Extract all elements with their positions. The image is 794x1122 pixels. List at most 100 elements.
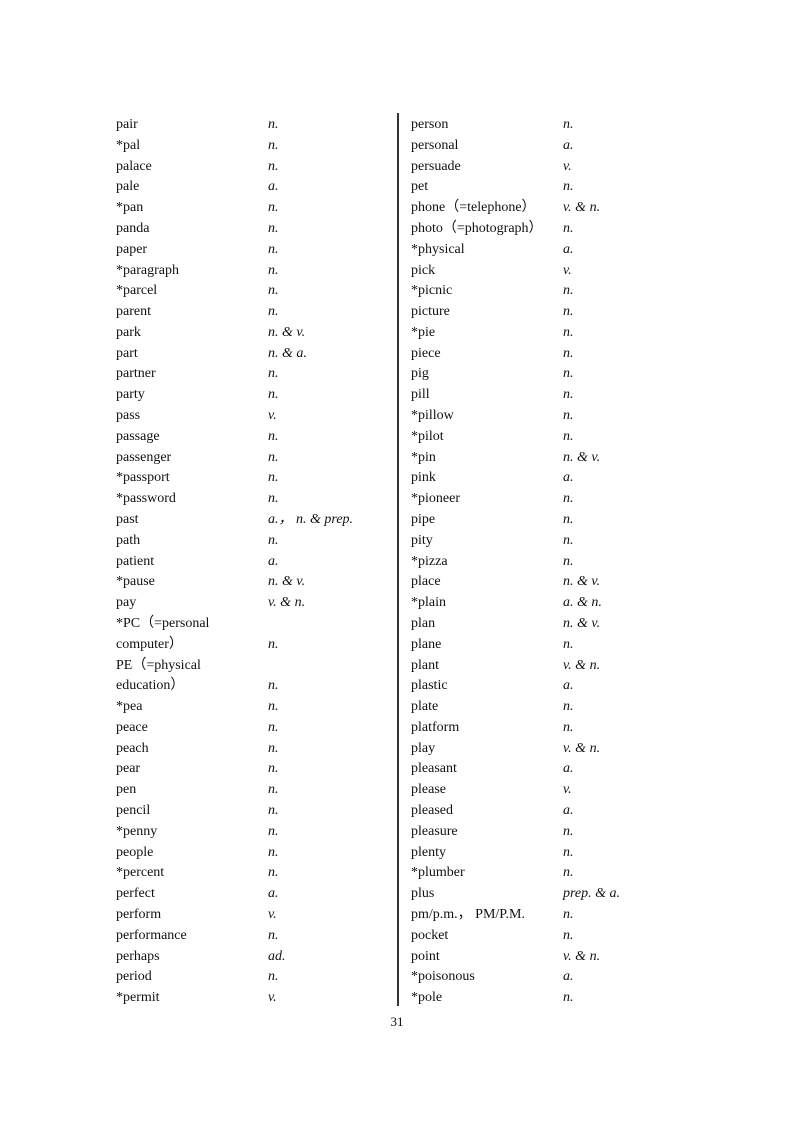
entry-part-of-speech: n.	[563, 220, 574, 236]
entry-part-of-speech: n.	[563, 823, 574, 839]
entry-part-of-speech: n.	[563, 990, 574, 1006]
entry-word: perform	[116, 907, 162, 923]
entry-word: palace	[116, 158, 152, 174]
entry-word: pet	[411, 179, 429, 195]
entry-word: person	[411, 117, 449, 132]
entry-word: peace	[116, 719, 148, 735]
entry-word: *plumber	[411, 865, 465, 881]
entry-part-of-speech: v. & n.	[268, 595, 306, 611]
entry-part-of-speech: v.	[563, 262, 572, 278]
entry-word: *picnic	[411, 283, 453, 299]
entry-part-of-speech: n.	[563, 179, 574, 195]
entry-part-of-speech: n.	[563, 927, 574, 943]
entry-word: plan	[411, 615, 436, 631]
entry-part-of-speech: n.	[268, 366, 279, 382]
entry-word: *physical	[411, 241, 465, 257]
entry-part-of-speech: n.	[563, 387, 574, 403]
entry-part-of-speech: n.	[563, 491, 574, 507]
entry-part-of-speech: n.	[268, 158, 279, 174]
entry-word: pity	[411, 532, 433, 548]
entry-part-of-speech: n.	[268, 387, 279, 403]
entry-word: *password	[116, 491, 176, 507]
entry-word: platform	[411, 719, 460, 735]
entry-part-of-speech: n.	[268, 740, 279, 756]
entry-word: *passport	[116, 470, 170, 486]
entry-part-of-speech: v.	[268, 907, 277, 923]
entry-word: *pea	[116, 699, 143, 715]
entry-part-of-speech: n.	[268, 220, 279, 236]
entry-part-of-speech: n.	[268, 428, 279, 444]
entry-word: path	[116, 532, 141, 548]
entry-word: pleased	[411, 803, 453, 819]
entry-part-of-speech: n.	[268, 844, 279, 860]
entry-word: plane	[411, 636, 442, 652]
entry-part-of-speech: n.	[563, 532, 574, 548]
entry-word: *pin	[411, 449, 436, 465]
entry-word: pen	[116, 782, 137, 798]
entry-word: pass	[116, 408, 141, 424]
entry-part-of-speech: n.	[268, 699, 279, 715]
entry-word: plastic	[411, 678, 448, 694]
entry-part-of-speech: a.， n. & prep.	[268, 512, 354, 527]
entry-word: *pause	[116, 574, 155, 590]
entry-word: *plain	[411, 595, 446, 611]
entry-word: pleasure	[411, 823, 458, 839]
entry-part-of-speech: n.	[268, 636, 279, 652]
entry-word: patient	[116, 553, 155, 569]
entry-part-of-speech: v. & n.	[563, 948, 601, 964]
entry-word: *poisonous	[411, 969, 475, 985]
entry-word: performance	[116, 927, 187, 943]
entry-word: PE（=physical	[116, 657, 201, 673]
entry-part-of-speech: n.	[268, 782, 279, 798]
entry-word: place	[411, 574, 441, 590]
entry-word: pencil	[116, 803, 151, 819]
entry-part-of-speech: n. & v.	[563, 615, 601, 631]
entry-word: play	[411, 740, 436, 756]
entry-word: panda	[116, 220, 150, 236]
entry-word: *penny	[116, 823, 158, 839]
entry-part-of-speech: n.	[268, 719, 279, 735]
entry-word: pear	[116, 761, 141, 777]
entry-part-of-speech: n.	[268, 241, 279, 257]
entry-part-of-speech: n.	[563, 636, 574, 652]
entry-part-of-speech: a.	[268, 553, 279, 569]
entry-part-of-speech: n. & v.	[268, 324, 306, 340]
entry-part-of-speech: n.	[268, 449, 279, 465]
entry-part-of-speech: n.	[563, 428, 574, 444]
entry-part-of-speech: n.	[268, 283, 279, 299]
entry-part-of-speech: n.	[268, 262, 279, 278]
entry-word: computer）	[116, 636, 183, 652]
entry-part-of-speech: n.	[563, 699, 574, 715]
entry-part-of-speech: n.	[268, 491, 279, 507]
entry-part-of-speech: v.	[563, 782, 572, 798]
entry-part-of-speech: n.	[268, 304, 279, 320]
entry-word: passage	[116, 428, 160, 444]
entry-word: people	[116, 844, 154, 860]
entry-part-of-speech: a.	[268, 179, 279, 195]
entry-word: phone（=telephone）	[411, 200, 536, 216]
entry-part-of-speech: v. & n.	[563, 200, 601, 216]
entry-word: plus	[411, 886, 435, 902]
entry-part-of-speech: n.	[563, 304, 574, 320]
entry-part-of-speech: a.	[563, 761, 574, 777]
entry-part-of-speech: v. & n.	[563, 657, 601, 673]
column-divider	[397, 113, 399, 1006]
entry-part-of-speech: n.	[563, 345, 574, 361]
entry-word: *pizza	[411, 553, 448, 569]
entry-part-of-speech: a.	[563, 678, 574, 694]
entry-word: parent	[116, 304, 151, 320]
entry-word: point	[411, 948, 440, 964]
entry-part-of-speech: n.	[268, 803, 279, 819]
entry-part-of-speech: n.	[563, 844, 574, 860]
entry-part-of-speech: n.	[268, 865, 279, 881]
entry-part-of-speech: v. & n.	[563, 740, 601, 756]
entry-word: *pal	[116, 137, 141, 153]
entry-word: plate	[411, 699, 439, 715]
entry-part-of-speech: n.	[268, 532, 279, 548]
entry-word: paper	[116, 241, 148, 257]
entry-word: pill	[411, 387, 430, 403]
entry-part-of-speech: a. & n.	[563, 595, 602, 611]
entry-part-of-speech: n.	[563, 283, 574, 299]
entry-part-of-speech: n.	[268, 927, 279, 943]
entry-part-of-speech: prep. & a.	[563, 886, 621, 902]
